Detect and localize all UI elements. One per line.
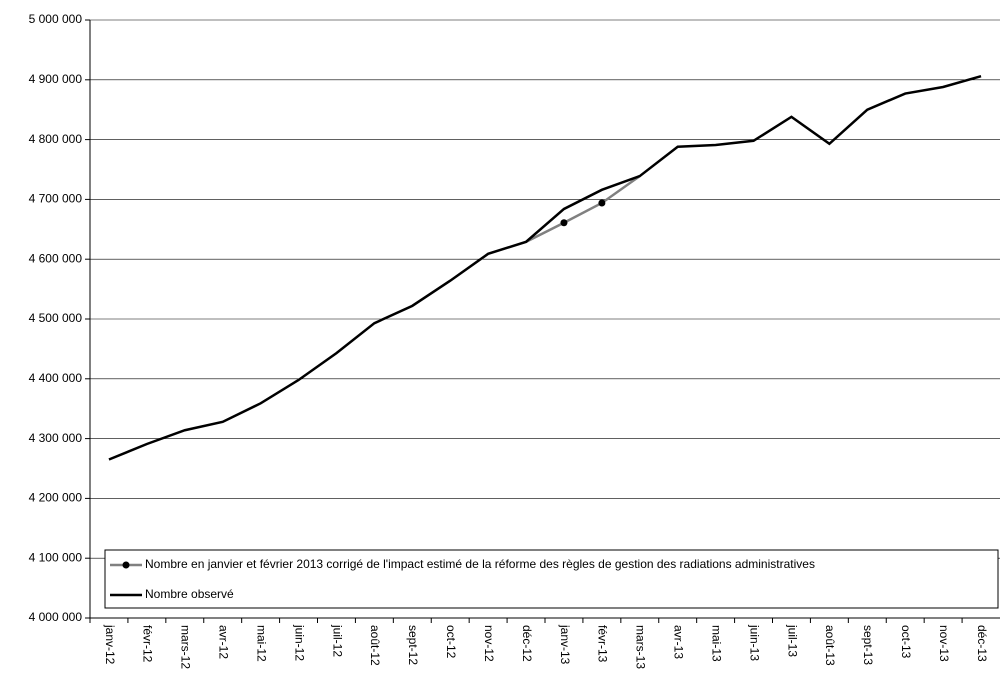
x-tick-label: nov-13 <box>937 625 951 662</box>
x-tick-label: juil-13 <box>785 624 799 657</box>
x-tick-label: avr-13 <box>672 625 686 659</box>
x-tick-label: mars-12 <box>179 625 193 669</box>
y-tick-label: 4 900 000 <box>29 72 83 86</box>
legend: Nombre en janvier et février 2013 corrig… <box>104 549 999 609</box>
x-tick-label: déc-13 <box>975 625 989 662</box>
series-line <box>108 75 982 461</box>
marker <box>598 199 606 207</box>
x-tick-label: déc-12 <box>520 625 534 662</box>
legend-label: Nombre en janvier et février 2013 corrig… <box>145 557 815 571</box>
x-tick-label: févr-13 <box>596 625 610 663</box>
x-tick-label: janv-13 <box>558 624 572 665</box>
x-tick-label: sept-13 <box>861 625 875 665</box>
x-tick-label: janv-12 <box>103 624 117 665</box>
x-tick-label: août-13 <box>823 625 837 666</box>
x-tick-label: févr-12 <box>141 625 155 663</box>
y-tick-label: 4 000 000 <box>29 610 83 624</box>
x-tick-label: nov-12 <box>482 625 496 662</box>
y-tick-label: 4 200 000 <box>29 491 83 505</box>
y-tick-label: 4 500 000 <box>29 311 83 325</box>
x-tick-label: juin-13 <box>747 624 761 661</box>
y-tick-label: 4 800 000 <box>29 132 83 146</box>
x-tick-label: sept-12 <box>406 625 420 665</box>
legend-marker <box>122 561 130 569</box>
y-tick-label: 4 600 000 <box>29 251 83 265</box>
x-tick-label: août-12 <box>368 625 382 666</box>
series-line <box>525 175 641 243</box>
y-tick-label: 4 100 000 <box>29 550 83 564</box>
y-tick-label: 4 700 000 <box>29 192 83 206</box>
y-tick-label: 4 300 000 <box>29 431 83 445</box>
x-tick-label: oct-12 <box>444 625 458 659</box>
x-tick-label: juin-12 <box>292 624 306 661</box>
marker <box>560 219 568 227</box>
y-tick-label: 4 400 000 <box>29 371 83 385</box>
x-tick-label: mai-13 <box>709 625 723 662</box>
x-tick-label: oct-13 <box>899 625 913 659</box>
legend-box <box>104 549 999 609</box>
x-tick-label: mars-13 <box>634 625 648 669</box>
legend-label: Nombre observé <box>145 587 234 601</box>
x-tick-label: mai-12 <box>254 625 268 662</box>
x-tick-label: juil-12 <box>330 624 344 657</box>
x-tick-label: avr-12 <box>217 625 231 659</box>
y-tick-label: 5 000 000 <box>29 12 83 26</box>
